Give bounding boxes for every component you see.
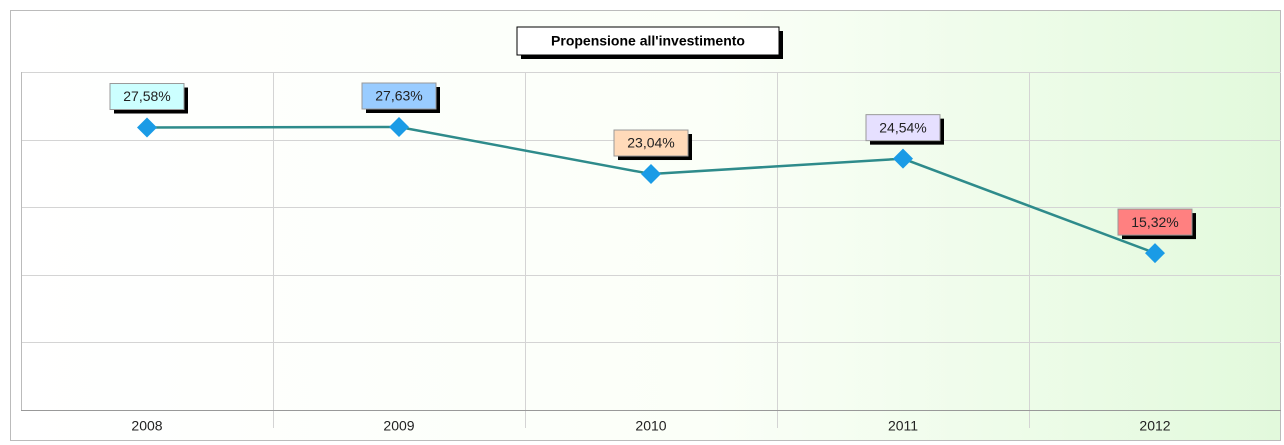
label-box (613, 129, 689, 157)
x-tick-label: 2012 (1139, 418, 1170, 434)
x-tick-label: 2009 (383, 418, 414, 434)
title-box (516, 26, 780, 56)
x-tick-label: 2010 (635, 418, 666, 434)
label-box (1117, 208, 1193, 236)
marker (389, 117, 409, 138)
marker (641, 164, 661, 185)
chart-frame (10, 10, 1281, 441)
data-label: 23,04% (627, 135, 674, 151)
data-label: 27,58% (123, 88, 170, 104)
label-box (361, 82, 437, 110)
label-box (865, 114, 941, 142)
chart-title: Propensione all'investimento (551, 33, 745, 49)
marker (893, 148, 913, 169)
data-label: 27,63% (375, 88, 422, 104)
label-box (109, 83, 185, 111)
marker (1145, 243, 1165, 264)
x-tick-label: 2011 (888, 418, 918, 434)
data-label: 24,54% (879, 119, 926, 135)
marker (137, 117, 157, 138)
x-tick-label: 2008 (131, 418, 162, 434)
data-label: 15,32% (1131, 214, 1178, 230)
